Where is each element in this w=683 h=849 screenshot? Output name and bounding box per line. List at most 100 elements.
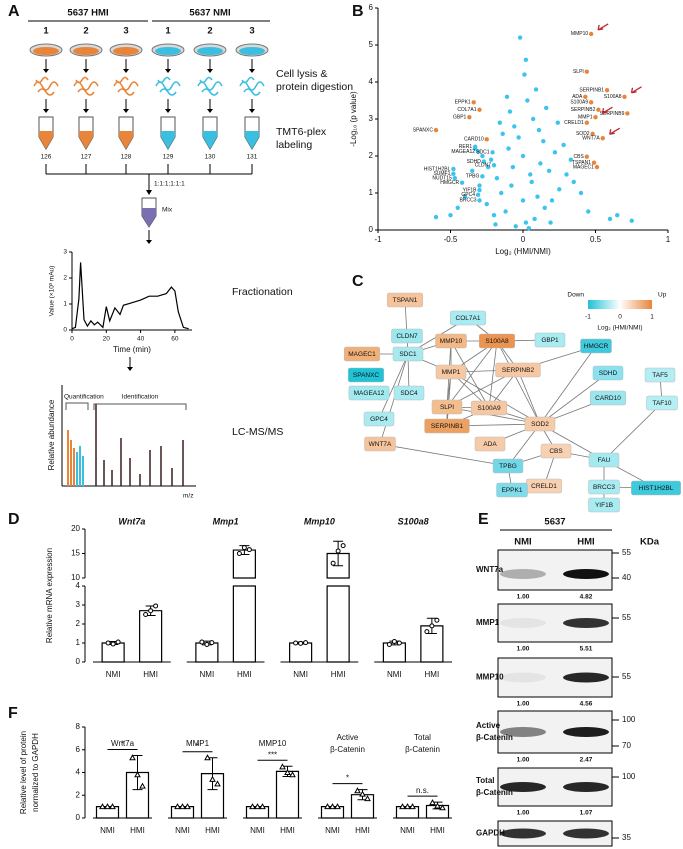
- bracket: [65, 402, 89, 410]
- point: [499, 190, 504, 196]
- point: [504, 94, 510, 100]
- legend-tick: -1: [585, 314, 591, 321]
- point-label: SDHD: [467, 159, 482, 165]
- axis-label: m/z: [183, 493, 193, 500]
- x-tick-label: NMI: [400, 826, 415, 835]
- arrow-head: [83, 69, 89, 73]
- band: [500, 672, 546, 683]
- replicate: [129, 754, 136, 761]
- highlight-arrow: [609, 127, 621, 135]
- y-tick-label: 3: [63, 249, 67, 256]
- peptides: [33, 76, 59, 96]
- replicate: [429, 623, 435, 629]
- point: [484, 201, 489, 207]
- point: [452, 176, 458, 181]
- point: [451, 171, 456, 176]
- point: [615, 213, 620, 218]
- arrow-head: [146, 240, 152, 244]
- dish-medium: [113, 47, 139, 55]
- x-tick-label: HMI: [280, 826, 295, 835]
- y-tick-label: 3: [369, 114, 374, 123]
- bar: [326, 552, 350, 663]
- axis-label: Relative level of protein: [19, 731, 28, 814]
- point: [600, 136, 605, 141]
- replicate: [329, 803, 336, 810]
- protein-node: [492, 458, 524, 474]
- point: [561, 142, 566, 148]
- protein-node: [363, 411, 395, 427]
- dish-medium: [33, 47, 59, 55]
- interaction-edge: [450, 340, 490, 409]
- interaction-edge: [603, 402, 663, 461]
- point: [523, 220, 529, 225]
- point-label: TPBG: [466, 174, 480, 180]
- panel-label: C: [352, 273, 364, 290]
- replicate: [179, 803, 186, 810]
- point: [480, 174, 485, 179]
- y-tick-label: 4: [369, 77, 374, 86]
- peptides: [155, 76, 181, 96]
- point-label: MAGEC1: [573, 164, 594, 170]
- node-label: MAGEA12: [354, 390, 385, 397]
- mix-label: Mix: [162, 207, 173, 214]
- significance-label: ***: [268, 750, 277, 759]
- y-tick-label: 5: [369, 40, 374, 49]
- point: [481, 159, 487, 164]
- dish-medium: [73, 47, 99, 55]
- point-label: CARD10: [464, 137, 484, 143]
- point-label: SPANXC: [413, 127, 434, 133]
- x-tick-label: 0: [70, 336, 74, 343]
- point: [472, 144, 478, 149]
- point: [594, 164, 600, 170]
- replicate: [399, 803, 406, 810]
- replicate: [334, 803, 341, 810]
- point-label: NUDT15: [432, 176, 452, 182]
- protein-label: GAPDH: [476, 829, 505, 838]
- y-tick-label: 0: [76, 813, 81, 822]
- tmt-tag: 128: [121, 154, 132, 161]
- point: [584, 69, 589, 74]
- point: [448, 213, 453, 218]
- point: [517, 35, 523, 40]
- step-label: LC-MS/MS: [232, 426, 283, 438]
- peptides: [113, 76, 139, 96]
- protein-label: WNT7a: [476, 565, 504, 574]
- highlight-arrow: [597, 23, 609, 31]
- axis-label: normalized to GAPDH: [31, 733, 40, 812]
- band-quantity: 4.56: [580, 701, 593, 708]
- replicate: [439, 804, 446, 811]
- x-tick-label: NMI: [250, 826, 265, 835]
- replicate: [105, 640, 111, 646]
- point: [490, 150, 495, 155]
- size-marker: 100: [622, 715, 636, 724]
- category-label: Active: [337, 733, 359, 742]
- x-tick-label: HMI: [130, 826, 145, 835]
- legend-label: Up: [658, 292, 667, 299]
- point: [591, 160, 597, 165]
- point: [516, 135, 521, 140]
- point: [477, 107, 482, 112]
- point: [525, 98, 530, 103]
- x-tick-label: NMI: [325, 826, 340, 835]
- replicate: [214, 780, 221, 787]
- point: [584, 154, 589, 159]
- bar: [275, 770, 300, 819]
- y-tick-label: 20: [71, 524, 80, 533]
- interaction-edge: [488, 340, 498, 409]
- protein-node: [392, 346, 424, 362]
- peptides: [73, 76, 99, 96]
- node-label: TPBG: [499, 463, 517, 470]
- axis-label: Relative mRNA expression: [45, 548, 54, 643]
- tmt-tag: 129: [163, 154, 174, 161]
- point: [520, 198, 526, 203]
- panel-label: F: [8, 705, 18, 722]
- x-tick-label: 0: [521, 235, 526, 244]
- bracket: [93, 403, 187, 410]
- point: [484, 137, 489, 142]
- interaction-edge: [517, 369, 541, 425]
- protein-node: [588, 497, 620, 513]
- point: [510, 164, 516, 170]
- x-tick-label: HMI: [205, 826, 220, 835]
- y-tick-label: 4: [76, 581, 81, 590]
- bar: [289, 642, 313, 663]
